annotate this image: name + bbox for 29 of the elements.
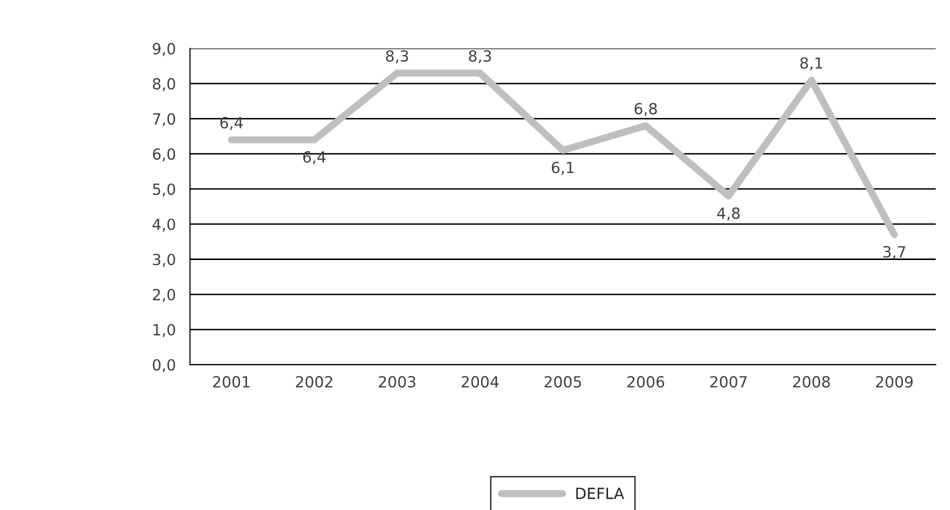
y-tick-label: 5,0 [152,183,176,197]
data-label: 3,7 [883,246,906,260]
y-tick-label: 3,0 [152,254,176,267]
data-label: 6,1 [552,162,574,175]
x-tick-label: 2003 [378,376,416,388]
data-label: 8,3 [468,50,491,64]
y-tick-label: 8,0 [152,78,176,92]
y-tick-label: 1,0 [153,324,176,338]
x-tick-label: 2001 [213,376,250,388]
x-tick-label: 2004 [462,376,499,388]
data-label: 6,4 [303,151,326,164]
legend-label: DEFLA [576,488,624,499]
data-label: 8,1 [800,57,822,70]
y-tick-label: 0,0 [152,359,176,372]
x-tick-label: 2006 [627,376,664,388]
y-tick-label: 4,0 [152,218,176,232]
y-tick-label: 9,0 [152,42,176,56]
data-label: 4,8 [717,207,740,221]
x-tick-label: 2009 [876,376,913,388]
x-tick-label: 2005 [544,376,581,388]
data-label: 6,4 [220,116,243,130]
data-label: 6,8 [634,102,657,116]
x-tick-label: 2008 [793,376,830,388]
y-tick-label: 6,0 [152,148,176,162]
data-label: 8,3 [386,50,408,64]
y-tick-label: 7,0 [153,113,176,126]
y-tick-label: 2,0 [152,288,176,302]
x-tick-label: 2007 [710,376,747,388]
x-tick-label: 2002 [296,376,332,388]
